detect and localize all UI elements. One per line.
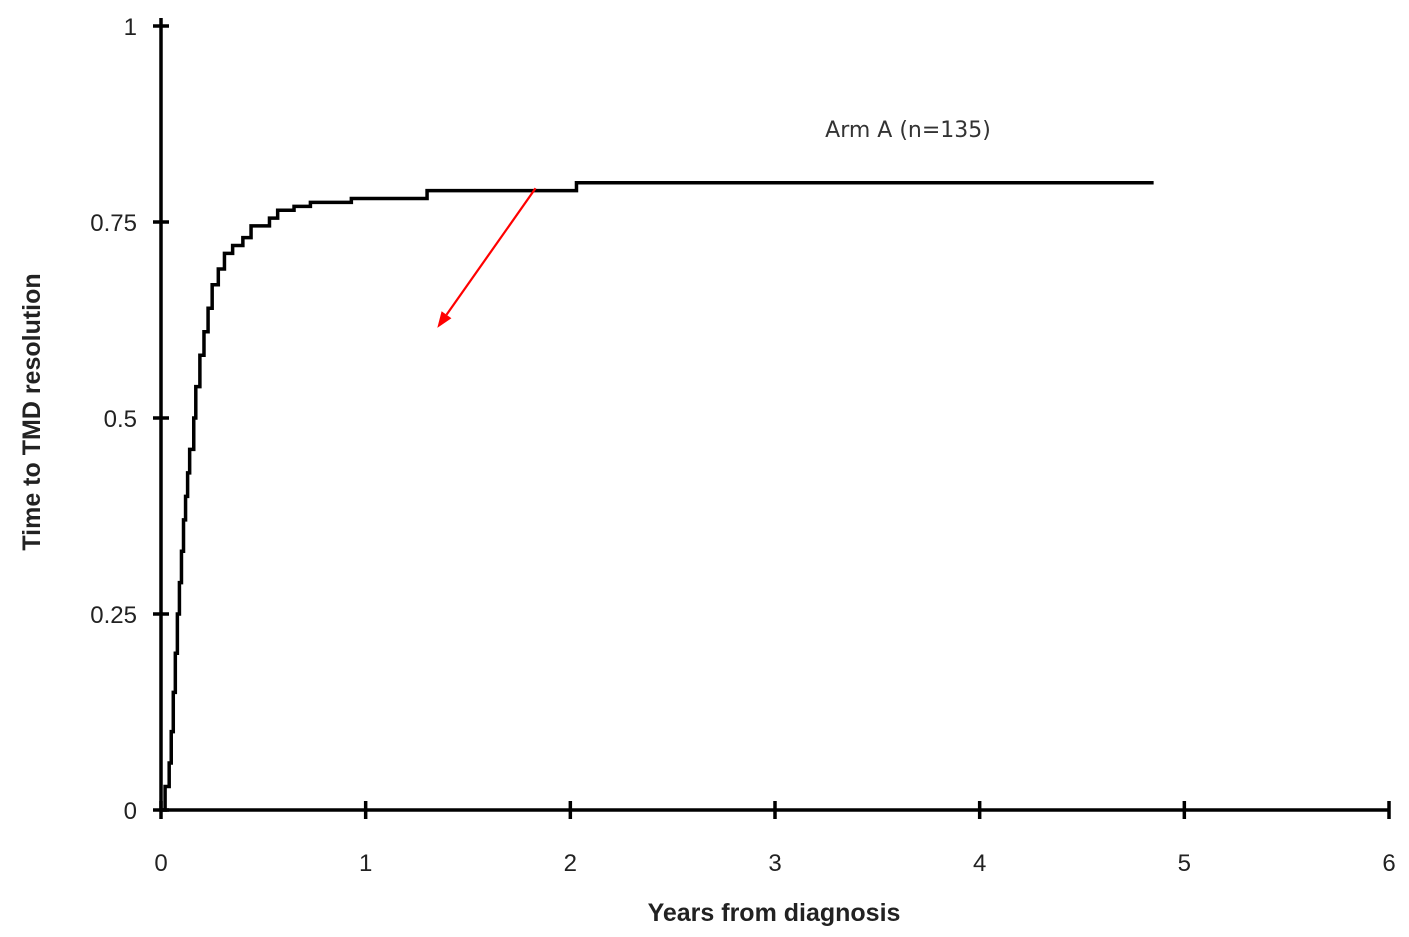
series-line <box>161 181 1154 812</box>
arrow-head <box>437 311 452 328</box>
y-tick-label: 0.25 <box>90 602 137 629</box>
axes-layer <box>159 18 1389 812</box>
x-tick-label: 1 <box>359 850 372 877</box>
x-tick-label: 6 <box>1382 850 1395 877</box>
x-tick-label: 3 <box>768 850 781 877</box>
y-tick-label: 0.5 <box>104 406 137 433</box>
series-layer <box>161 181 1154 812</box>
annotation-layer <box>437 187 537 328</box>
x-axis-title: Years from diagnosis <box>648 899 901 927</box>
x-tick-label: 5 <box>1178 850 1191 877</box>
ticks-layer: 0 0.25 0.5 0.75 1 0 1 2 3 4 5 6 <box>90 14 1395 877</box>
x-tick-label: 2 <box>564 850 577 877</box>
x-tick-label: 0 <box>154 850 167 877</box>
y-tick-label: 1 <box>124 14 137 41</box>
arrow-shaft <box>445 187 537 316</box>
y-axis-title: Time to TMD resolution <box>18 273 46 550</box>
series-label: Arm A (n=135) <box>825 118 991 143</box>
y-tick-label: 0.75 <box>90 210 137 237</box>
y-tick-label: 0 <box>124 798 137 825</box>
annotation-arrow <box>437 187 537 328</box>
x-tick-label: 4 <box>973 850 986 877</box>
